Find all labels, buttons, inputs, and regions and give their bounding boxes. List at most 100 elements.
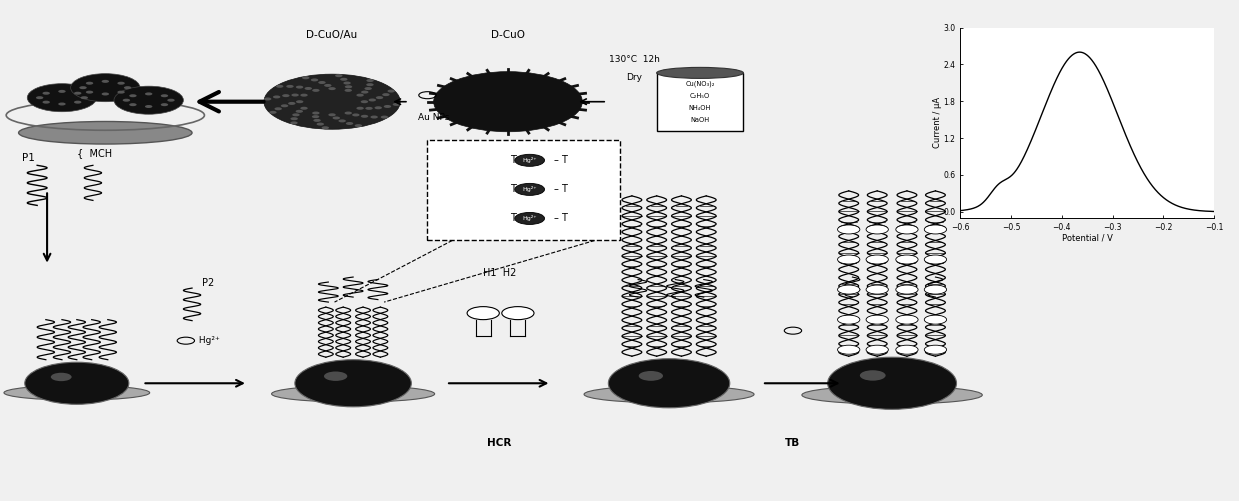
- Circle shape: [896, 255, 918, 264]
- Text: Cu(NO₃)₂: Cu(NO₃)₂: [685, 81, 715, 87]
- Circle shape: [305, 87, 312, 90]
- Text: – T: – T: [554, 213, 569, 223]
- Circle shape: [896, 315, 918, 324]
- Circle shape: [71, 74, 140, 102]
- Circle shape: [332, 116, 339, 119]
- Circle shape: [58, 90, 66, 93]
- Text: – T: – T: [554, 155, 569, 165]
- Text: T –: T –: [509, 155, 523, 165]
- Circle shape: [344, 85, 352, 88]
- Circle shape: [323, 372, 347, 381]
- Circle shape: [275, 107, 282, 110]
- Text: D-CuO: D-CuO: [491, 30, 525, 40]
- Circle shape: [264, 74, 400, 129]
- Circle shape: [866, 225, 888, 234]
- Text: Hg²⁺: Hg²⁺: [523, 157, 536, 163]
- Circle shape: [838, 225, 860, 234]
- Circle shape: [364, 87, 372, 90]
- Text: – T: – T: [554, 184, 569, 194]
- Circle shape: [375, 96, 383, 99]
- Circle shape: [514, 212, 545, 224]
- Ellipse shape: [657, 67, 743, 79]
- Circle shape: [316, 123, 323, 126]
- Ellipse shape: [802, 386, 983, 404]
- Circle shape: [74, 92, 82, 95]
- Circle shape: [273, 95, 280, 98]
- Circle shape: [114, 86, 183, 114]
- Circle shape: [328, 87, 336, 90]
- Circle shape: [367, 79, 374, 82]
- Circle shape: [269, 111, 276, 114]
- Circle shape: [102, 93, 109, 96]
- Text: TB: TB: [786, 438, 800, 448]
- Circle shape: [896, 345, 918, 354]
- Circle shape: [300, 107, 307, 110]
- Circle shape: [81, 96, 88, 99]
- Circle shape: [367, 83, 374, 86]
- Circle shape: [382, 93, 389, 96]
- Circle shape: [325, 84, 332, 87]
- Circle shape: [296, 100, 304, 103]
- Circle shape: [467, 307, 499, 320]
- Circle shape: [374, 106, 382, 109]
- Circle shape: [344, 112, 352, 115]
- Circle shape: [25, 362, 129, 404]
- Circle shape: [312, 112, 320, 115]
- Circle shape: [838, 255, 860, 264]
- Circle shape: [161, 94, 169, 97]
- Text: 130°C  12h: 130°C 12h: [608, 55, 660, 64]
- Circle shape: [312, 89, 320, 92]
- Circle shape: [118, 91, 125, 94]
- Circle shape: [123, 99, 130, 102]
- Circle shape: [838, 345, 860, 354]
- Text: {  MCH: { MCH: [77, 148, 112, 158]
- Circle shape: [860, 370, 886, 381]
- Text: HCR: HCR: [487, 438, 512, 448]
- Circle shape: [74, 101, 82, 104]
- Circle shape: [361, 115, 368, 118]
- Circle shape: [866, 285, 888, 294]
- Text: P1: P1: [22, 153, 35, 163]
- Circle shape: [85, 82, 93, 85]
- Circle shape: [296, 86, 304, 89]
- Circle shape: [370, 116, 378, 119]
- Y-axis label: Current / μA: Current / μA: [933, 97, 942, 148]
- Circle shape: [366, 107, 373, 110]
- Circle shape: [58, 103, 66, 106]
- Circle shape: [514, 154, 545, 166]
- Circle shape: [502, 307, 534, 320]
- Text: T –: T –: [509, 213, 523, 223]
- Text: C₂H₅O: C₂H₅O: [690, 93, 710, 99]
- Ellipse shape: [19, 121, 192, 144]
- Circle shape: [145, 105, 152, 108]
- Circle shape: [828, 357, 957, 409]
- Circle shape: [322, 126, 330, 129]
- Circle shape: [388, 90, 395, 93]
- Circle shape: [292, 113, 300, 116]
- Circle shape: [281, 104, 289, 107]
- Circle shape: [361, 91, 368, 94]
- Circle shape: [896, 285, 918, 294]
- Circle shape: [129, 103, 136, 106]
- Circle shape: [276, 85, 284, 88]
- Text: Hg²⁺: Hg²⁺: [523, 215, 536, 221]
- Circle shape: [924, 315, 947, 324]
- Circle shape: [296, 110, 304, 113]
- Circle shape: [346, 122, 353, 125]
- Circle shape: [639, 371, 663, 381]
- Circle shape: [286, 85, 294, 88]
- Circle shape: [344, 89, 352, 92]
- Circle shape: [27, 84, 97, 112]
- Circle shape: [838, 315, 860, 324]
- Circle shape: [434, 72, 582, 132]
- FancyBboxPatch shape: [427, 140, 620, 240]
- Circle shape: [384, 105, 392, 108]
- Circle shape: [924, 255, 947, 264]
- Circle shape: [896, 225, 918, 234]
- Circle shape: [290, 117, 297, 120]
- Circle shape: [295, 360, 411, 407]
- Ellipse shape: [4, 385, 150, 400]
- Text: Au NPs: Au NPs: [418, 113, 450, 122]
- Circle shape: [42, 101, 50, 104]
- Ellipse shape: [271, 386, 435, 402]
